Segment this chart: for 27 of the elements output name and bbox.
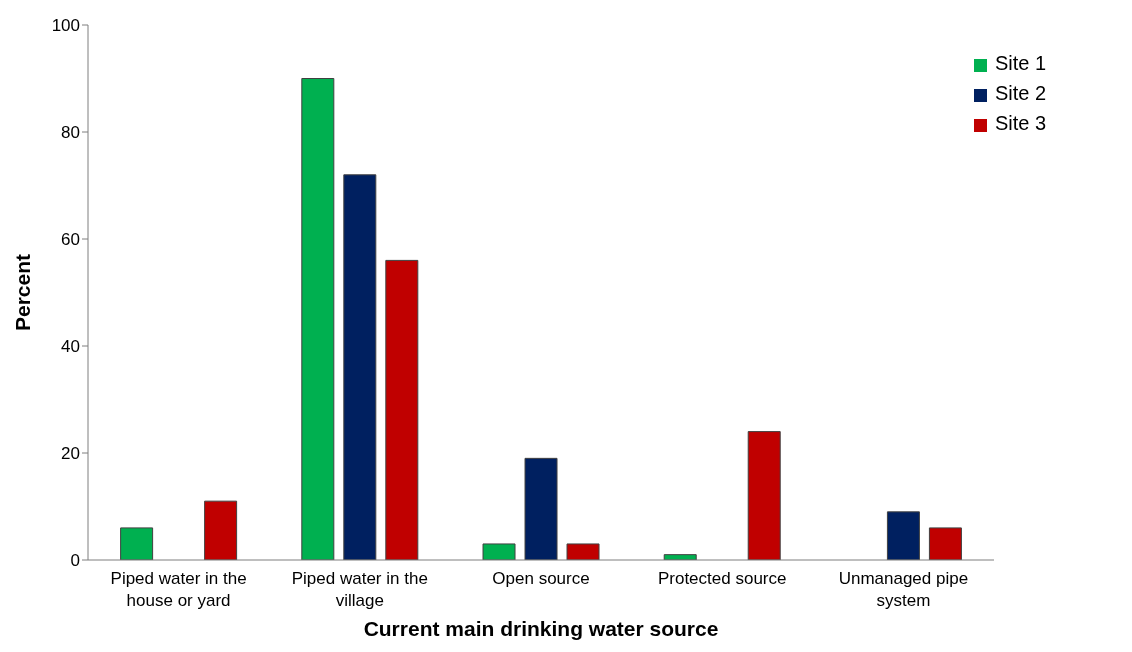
y-tick-label: 60 [61, 230, 80, 250]
bar [482, 543, 516, 560]
bar [385, 259, 419, 560]
y-tick-label: 0 [70, 551, 80, 571]
legend-label: Site 3 [995, 112, 1047, 134]
legend-label: Site 1 [995, 52, 1047, 74]
legend-label: Site 2 [995, 82, 1047, 104]
bar [301, 78, 335, 560]
bar [747, 431, 781, 560]
bar [886, 511, 920, 560]
bar [566, 543, 600, 560]
x-tick-label: Piped water in the house or yard [110, 569, 247, 610]
y-tick-label: 100 [51, 16, 80, 36]
x-tick-label: Unmanaged pipe system [838, 569, 969, 610]
x-tick-label: Protected source [657, 569, 787, 588]
bar [928, 527, 962, 560]
bar [204, 500, 238, 560]
y-tick-label: 40 [61, 337, 80, 357]
y-axis-title: Percent [11, 253, 35, 332]
x-axis-title: Current main drinking water source [363, 617, 719, 640]
y-tick-label: 80 [61, 123, 80, 143]
bar [343, 174, 377, 560]
bar [120, 527, 154, 560]
y-tick-label: 20 [61, 444, 80, 464]
bar [524, 457, 558, 560]
x-tick-label: Open source [492, 569, 590, 588]
x-tick-label: Piped water in the village [291, 569, 428, 610]
